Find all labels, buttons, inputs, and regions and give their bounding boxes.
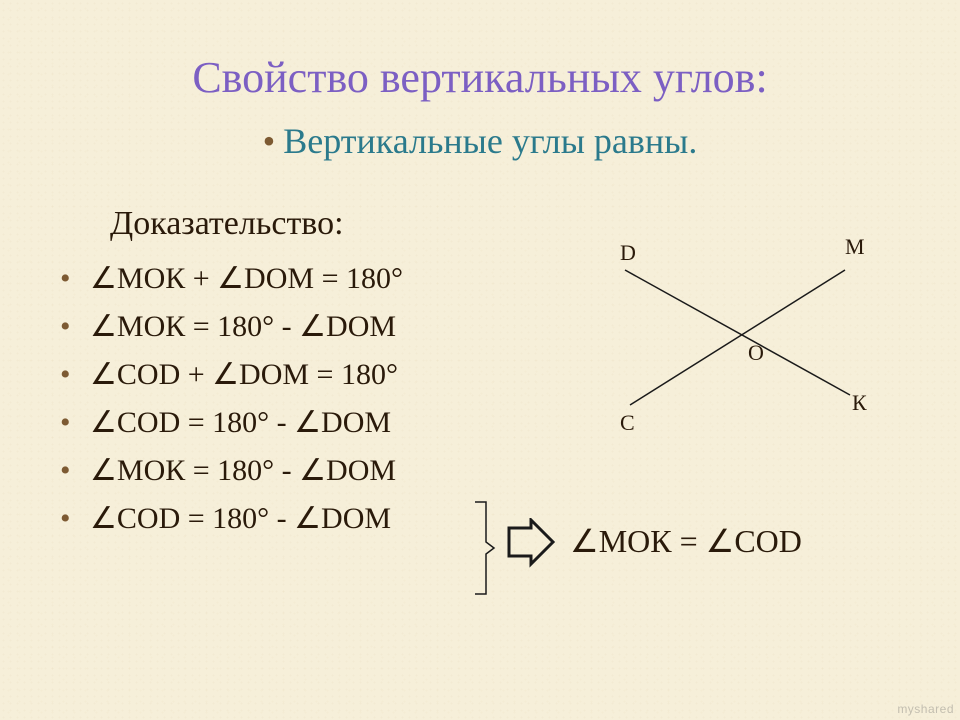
bullet-icon: •	[60, 351, 90, 399]
slide-subtitle: •Вертикальные углы равны.	[0, 120, 960, 162]
bullet-icon: •	[60, 447, 90, 495]
proof-line: •∠СОD = 180° - ∠DОМ	[60, 399, 403, 447]
diagram-lines	[600, 240, 880, 440]
proof-list: •∠МОК + ∠DОМ = 180° •∠МОК = 180° - ∠DОМ …	[60, 255, 403, 543]
label-k: К	[852, 390, 867, 416]
bullet-icon: •	[60, 255, 90, 303]
bullet-icon: •	[60, 399, 90, 447]
conclusion-text: ∠МОК = ∠СОD	[570, 522, 802, 560]
bullet-icon: •	[60, 303, 90, 351]
slide-title: Свойство вертикальных углов:	[0, 52, 960, 103]
proof-line: •∠МОК = 180° - ∠DОМ	[60, 303, 403, 351]
proof-line: •∠МОК = 180° - ∠DОМ	[60, 447, 403, 495]
proof-text: ∠СОD + ∠DОМ = 180°	[90, 358, 398, 391]
proof-line: •∠МОК + ∠DОМ = 180°	[60, 255, 403, 303]
brace-icon	[470, 498, 500, 598]
label-o: О	[748, 340, 764, 366]
proof-heading: Доказательство:	[110, 205, 344, 243]
bullet-icon: •	[60, 495, 90, 543]
proof-line: •∠СОD + ∠DОМ = 180°	[60, 351, 403, 399]
label-c: С	[620, 410, 635, 436]
proof-text: ∠МОК = 180° - ∠DОМ	[90, 454, 396, 487]
label-d: D	[620, 240, 636, 266]
label-m: М	[845, 234, 865, 260]
proof-text: ∠МОК + ∠DОМ = 180°	[90, 262, 403, 295]
proof-text: ∠СОD = 180° - ∠DОМ	[90, 502, 391, 535]
angles-diagram: D М О С К	[600, 240, 880, 440]
arrow-right-icon	[505, 518, 560, 568]
bullet-icon: •	[263, 121, 276, 161]
proof-text: ∠МОК = 180° - ∠DОМ	[90, 310, 396, 343]
subtitle-text: Вертикальные углы равны.	[283, 121, 697, 161]
proof-line: •∠СОD = 180° - ∠DОМ	[60, 495, 403, 543]
watermark: myshared	[897, 702, 954, 716]
proof-text: ∠СОD = 180° - ∠DОМ	[90, 406, 391, 439]
